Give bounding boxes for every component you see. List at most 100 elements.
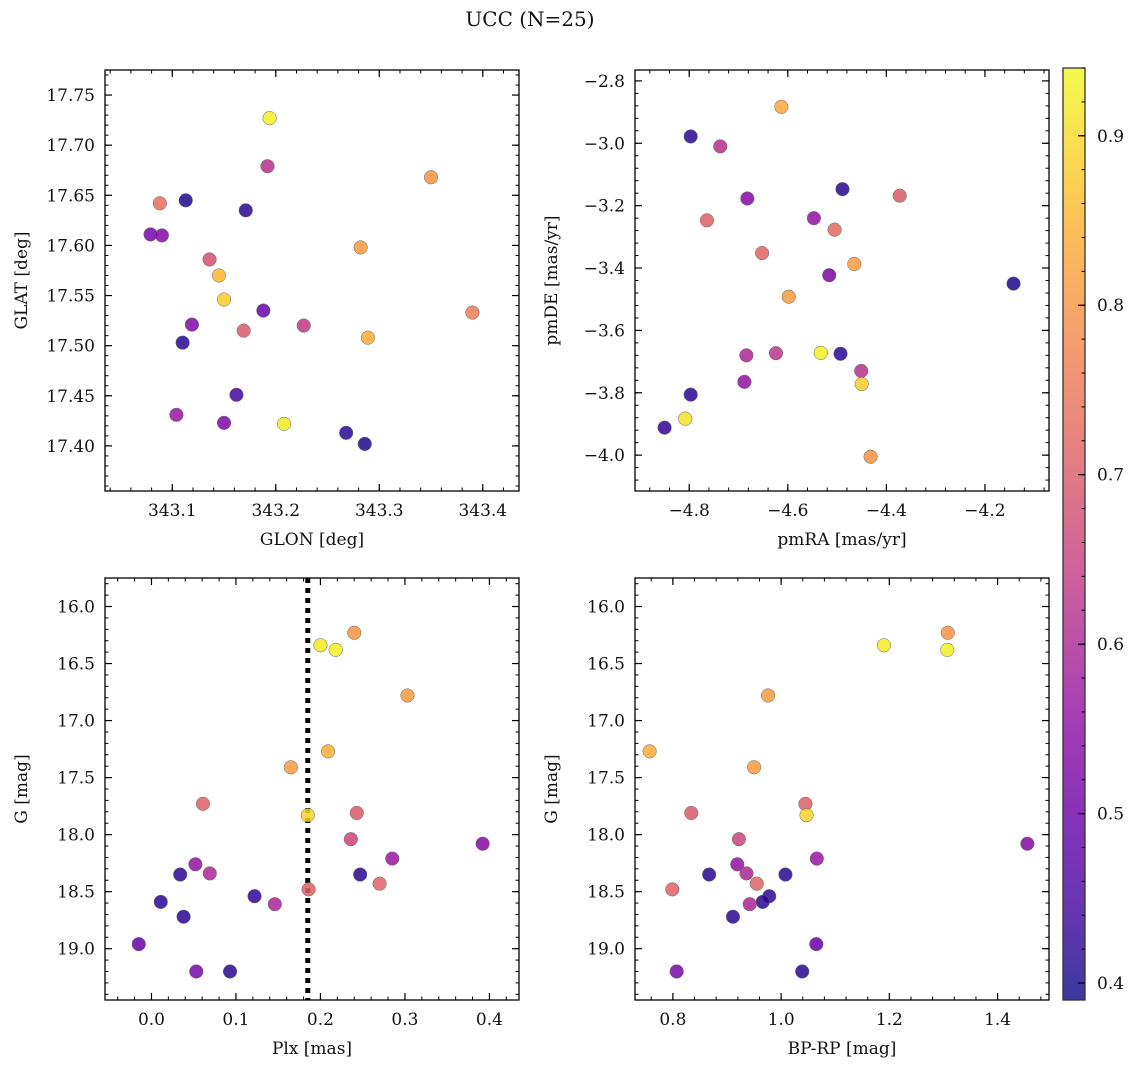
data-point <box>742 897 757 912</box>
x-tick-label: 0.2 <box>307 1010 334 1030</box>
data-point <box>321 744 336 759</box>
data-point <box>189 964 204 979</box>
data-point <box>300 808 315 823</box>
y-tick-label: 16.5 <box>587 655 625 675</box>
data-point <box>296 318 311 333</box>
data-point <box>642 744 657 759</box>
axes-frame <box>104 577 520 1001</box>
colorbar: 0.4 0.5 0.6 0.7 0.8 0.9 <box>1062 67 1124 1001</box>
y-tick-label: 17.65 <box>46 186 95 206</box>
data-point <box>892 188 907 203</box>
x-tick-label: 343.1 <box>148 501 197 521</box>
data-point <box>809 851 824 866</box>
data-point <box>178 193 193 208</box>
axes-frame <box>104 69 520 492</box>
data-point <box>256 303 271 318</box>
y-tick-label: 18.5 <box>57 883 95 903</box>
data-point <box>360 330 375 345</box>
data-point <box>238 203 253 218</box>
axes-frame <box>634 577 1050 1001</box>
data-point <box>684 805 699 821</box>
y-axis-label: G [mag] <box>12 754 32 823</box>
data-point <box>222 964 238 979</box>
y-tick-label: 17.50 <box>46 337 95 357</box>
x-tick-label: −4.2 <box>964 501 1005 521</box>
data-point <box>353 240 368 255</box>
data-point <box>809 937 824 952</box>
data-point <box>827 222 842 237</box>
data-point <box>211 268 226 283</box>
data-point <box>260 159 275 174</box>
x-axis-label: BP-RP [mag] <box>788 1039 897 1059</box>
x-tick-label: 0.4 <box>476 1010 503 1030</box>
data-point <box>465 305 480 320</box>
y-tick-label: 17.45 <box>46 387 95 407</box>
data-point <box>154 228 169 243</box>
colorbar-tick-label: 0.9 <box>1097 127 1124 147</box>
data-point <box>343 832 358 847</box>
data-point <box>755 246 770 261</box>
data-point <box>175 335 190 350</box>
data-point <box>176 909 191 924</box>
y-tick-label: 17.5 <box>57 769 95 789</box>
y-tick-label: −2.8 <box>584 72 625 92</box>
data-point <box>202 866 217 881</box>
data-point <box>761 688 776 703</box>
data-point <box>847 256 862 272</box>
data-point <box>795 964 810 979</box>
data-point <box>799 808 814 823</box>
data-point <box>713 139 728 154</box>
data-point <box>854 376 869 392</box>
colorbar-tick-label: 0.8 <box>1097 296 1124 316</box>
y-tick-label: 19.0 <box>587 940 625 960</box>
data-point <box>678 411 693 426</box>
data-point <box>813 345 828 360</box>
x-tick-label: 0.3 <box>391 1010 418 1030</box>
x-tick-label: 0.0 <box>138 1010 165 1030</box>
x-tick-label: −4.6 <box>767 501 808 521</box>
data-point <box>683 129 698 144</box>
data-point <box>236 323 251 338</box>
data-point <box>940 642 955 657</box>
colorbar-gradient <box>1062 67 1086 1001</box>
data-point <box>835 182 850 197</box>
data-point <box>301 882 316 897</box>
y-tick-label: 19.0 <box>57 940 95 960</box>
y-tick-label: −3.6 <box>584 321 625 341</box>
y-tick-label: −3.8 <box>584 384 625 404</box>
data-point <box>328 642 343 657</box>
data-point <box>262 111 277 126</box>
data-point <box>739 866 754 881</box>
data-point <box>372 876 387 891</box>
data-point <box>131 937 146 952</box>
x-tick-label: 343.4 <box>458 501 507 521</box>
y-tick-label: 17.0 <box>587 712 625 732</box>
data-point <box>778 867 793 882</box>
y-tick-label: 16.0 <box>57 598 95 618</box>
data-point <box>353 867 368 882</box>
x-tick-label: 1.4 <box>984 1010 1011 1030</box>
y-tick-label: 17.0 <box>57 712 95 732</box>
y-tick-label: 16.0 <box>587 598 625 618</box>
data-point <box>702 867 717 882</box>
data-point <box>153 894 168 909</box>
data-point <box>247 889 262 904</box>
data-point <box>195 796 211 811</box>
data-point <box>665 882 680 897</box>
data-point <box>349 805 364 821</box>
y-tick-label: −3.2 <box>584 197 625 217</box>
data-point <box>152 196 167 211</box>
data-point <box>822 268 837 283</box>
data-point <box>277 416 292 431</box>
y-tick-label: −4.0 <box>584 446 625 466</box>
y-tick-label: 18.0 <box>587 826 625 846</box>
data-point <box>313 638 328 653</box>
data-point <box>725 909 741 924</box>
x-tick-label: 343.2 <box>251 501 300 521</box>
data-point <box>806 211 821 226</box>
x-tick-label: 1.0 <box>768 1010 795 1030</box>
y-tick-label: −3.0 <box>584 134 625 154</box>
x-axis-label: Plx [mas] <box>272 1039 352 1059</box>
data-point <box>1006 276 1021 291</box>
